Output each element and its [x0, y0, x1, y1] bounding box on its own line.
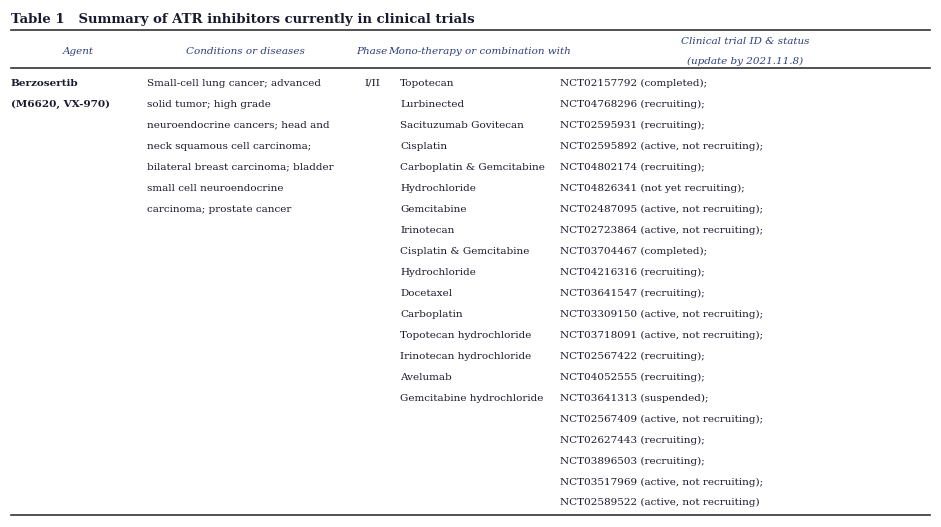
Text: Small-cell lung cancer; advanced: Small-cell lung cancer; advanced — [147, 79, 321, 88]
Text: NCT03517969 (active, not recruiting);: NCT03517969 (active, not recruiting); — [560, 477, 763, 486]
Text: Lurbinected: Lurbinected — [400, 100, 464, 109]
Text: Phase: Phase — [357, 47, 388, 56]
Text: NCT04216316 (recruiting);: NCT04216316 (recruiting); — [560, 268, 705, 277]
Text: Clinical trial ID & status: Clinical trial ID & status — [680, 37, 809, 46]
Text: Carboplatin & Gemcitabine: Carboplatin & Gemcitabine — [400, 163, 545, 172]
Text: Topotecan hydrochloride: Topotecan hydrochloride — [400, 330, 532, 339]
Text: Cisplatin & Gemcitabine: Cisplatin & Gemcitabine — [400, 247, 530, 256]
Text: (M6620, VX-970): (M6620, VX-970) — [10, 100, 110, 109]
Text: NCT02595931 (recruiting);: NCT02595931 (recruiting); — [560, 121, 705, 130]
Text: NCT02595892 (active, not recruiting);: NCT02595892 (active, not recruiting); — [560, 142, 763, 151]
Text: NCT02567422 (recruiting);: NCT02567422 (recruiting); — [560, 352, 705, 360]
Text: Berzosertib: Berzosertib — [10, 79, 78, 88]
Text: Gemcitabine hydrochloride: Gemcitabine hydrochloride — [400, 394, 544, 403]
Text: NCT02627443 (recruiting);: NCT02627443 (recruiting); — [560, 435, 705, 445]
Text: Table 1   Summary of ATR inhibitors currently in clinical trials: Table 1 Summary of ATR inhibitors curren… — [10, 13, 474, 26]
Text: Docetaxel: Docetaxel — [400, 289, 453, 298]
Text: Agent: Agent — [63, 47, 94, 56]
Text: Cisplatin: Cisplatin — [400, 142, 447, 151]
Text: Hydrochloride: Hydrochloride — [400, 268, 476, 277]
Text: NCT02723864 (active, not recruiting);: NCT02723864 (active, not recruiting); — [560, 226, 763, 235]
Text: Avelumab: Avelumab — [400, 373, 452, 382]
Text: solid tumor; high grade: solid tumor; high grade — [147, 100, 271, 109]
Text: carcinoma; prostate cancer: carcinoma; prostate cancer — [147, 205, 291, 214]
Text: Carboplatin: Carboplatin — [400, 310, 463, 319]
Text: Topotecan: Topotecan — [400, 79, 455, 88]
Text: NCT03704467 (completed);: NCT03704467 (completed); — [560, 247, 707, 256]
Text: (update by 2021.11.8): (update by 2021.11.8) — [687, 56, 803, 66]
Text: bilateral breast carcinoma; bladder: bilateral breast carcinoma; bladder — [147, 163, 333, 172]
Text: NCT02589522 (active, not recruiting): NCT02589522 (active, not recruiting) — [560, 499, 759, 508]
Text: neck squamous cell carcinoma;: neck squamous cell carcinoma; — [147, 142, 311, 151]
Text: NCT03309150 (active, not recruiting);: NCT03309150 (active, not recruiting); — [560, 310, 763, 319]
Text: NCT04826341 (not yet recruiting);: NCT04826341 (not yet recruiting); — [560, 184, 744, 193]
Text: small cell neuroendocrine: small cell neuroendocrine — [147, 184, 283, 193]
Text: Sacituzumab Govitecan: Sacituzumab Govitecan — [400, 121, 524, 130]
Text: NCT04768296 (recruiting);: NCT04768296 (recruiting); — [560, 100, 705, 109]
Text: Hydrochloride: Hydrochloride — [400, 184, 476, 193]
Text: neuroendocrine cancers; head and: neuroendocrine cancers; head and — [147, 121, 329, 130]
Text: NCT04052555 (recruiting);: NCT04052555 (recruiting); — [560, 373, 705, 382]
Text: NCT03718091 (active, not recruiting);: NCT03718091 (active, not recruiting); — [560, 330, 763, 340]
Text: NCT04802174 (recruiting);: NCT04802174 (recruiting); — [560, 163, 705, 172]
Text: Conditions or diseases: Conditions or diseases — [186, 47, 305, 56]
Text: NCT02567409 (active, not recruiting);: NCT02567409 (active, not recruiting); — [560, 414, 763, 424]
Text: Gemcitabine: Gemcitabine — [400, 205, 467, 214]
Text: I/II: I/II — [364, 79, 380, 88]
Text: Irinotecan: Irinotecan — [400, 226, 455, 235]
Text: Irinotecan hydrochloride: Irinotecan hydrochloride — [400, 352, 532, 360]
Text: NCT03641313 (suspended);: NCT03641313 (suspended); — [560, 394, 709, 403]
Text: Mono-therapy or combination with: Mono-therapy or combination with — [389, 47, 571, 56]
Text: NCT03896503 (recruiting);: NCT03896503 (recruiting); — [560, 456, 705, 465]
Text: NCT02157792 (completed);: NCT02157792 (completed); — [560, 79, 707, 88]
Text: NCT02487095 (active, not recruiting);: NCT02487095 (active, not recruiting); — [560, 205, 763, 214]
Text: NCT03641547 (recruiting);: NCT03641547 (recruiting); — [560, 289, 705, 298]
